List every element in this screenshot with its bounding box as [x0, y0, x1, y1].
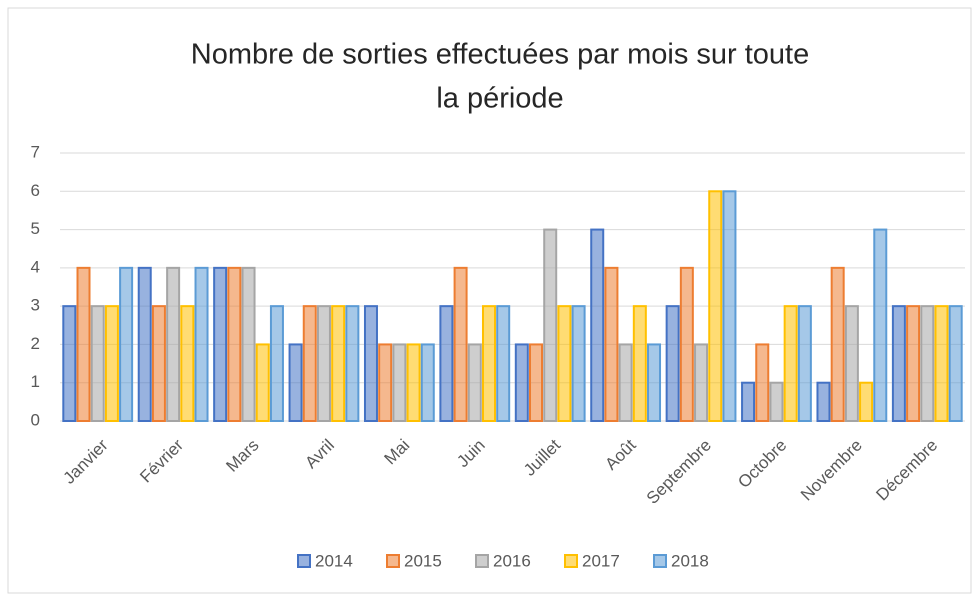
bar — [618, 343, 633, 422]
bar — [316, 305, 331, 422]
bar — [873, 228, 888, 422]
y-tick-label: 4 — [31, 257, 40, 276]
chart-title: la période — [436, 83, 563, 115]
bar — [104, 305, 119, 422]
bar — [543, 228, 558, 422]
bar — [844, 305, 859, 422]
bar — [769, 381, 784, 423]
bar — [453, 266, 468, 422]
bar — [481, 305, 496, 422]
bar — [590, 228, 605, 422]
bar — [255, 343, 270, 422]
bar — [213, 266, 228, 422]
y-tick-label: 7 — [31, 142, 40, 161]
bar — [151, 305, 166, 422]
y-tick-label: 0 — [31, 410, 40, 429]
bar — [90, 305, 105, 422]
bar — [722, 190, 737, 422]
legend-swatch — [653, 554, 667, 568]
bar — [302, 305, 317, 422]
bar — [180, 305, 195, 422]
bar — [378, 343, 393, 422]
y-tick-label: 2 — [31, 334, 40, 353]
bar — [119, 266, 134, 422]
bar — [392, 343, 407, 422]
bar — [363, 305, 378, 422]
bar — [604, 266, 619, 422]
bar — [906, 305, 921, 422]
bar — [345, 305, 360, 422]
bar — [859, 381, 874, 423]
y-tick-label: 5 — [31, 219, 40, 238]
bar — [571, 305, 586, 422]
bar — [797, 305, 812, 422]
bar — [227, 266, 242, 422]
bar — [62, 305, 77, 422]
bar — [920, 305, 935, 422]
bar — [708, 190, 723, 422]
bar — [934, 305, 949, 422]
bar — [679, 266, 694, 422]
legend-label: 2015 — [404, 551, 442, 570]
bar — [755, 343, 770, 422]
bar — [467, 343, 482, 422]
bar — [830, 266, 845, 422]
legend-swatch — [297, 554, 311, 568]
y-tick-label: 6 — [31, 181, 40, 200]
chart-title: Nombre de sorties effectuées par mois su… — [191, 39, 809, 71]
y-tick-label: 1 — [31, 372, 40, 391]
bar — [891, 305, 906, 422]
legend-label: 2017 — [582, 551, 620, 570]
bar — [783, 305, 798, 422]
legend-label: 2016 — [493, 551, 531, 570]
bar — [194, 266, 209, 422]
bar — [166, 266, 181, 422]
bar — [241, 266, 256, 422]
bar — [420, 343, 435, 422]
bar — [816, 381, 831, 423]
legend-swatch — [564, 554, 578, 568]
bar — [665, 305, 680, 422]
bar — [331, 305, 346, 422]
legend-label: 2014 — [315, 551, 353, 570]
bar — [529, 343, 544, 422]
bar — [439, 305, 454, 422]
legend-label: 2018 — [671, 551, 709, 570]
legend-swatch — [475, 554, 489, 568]
bar — [288, 343, 303, 422]
y-tick-label: 3 — [31, 296, 40, 315]
bar — [496, 305, 511, 422]
bar — [137, 266, 152, 422]
bar — [557, 305, 572, 422]
bar — [406, 343, 421, 422]
legend-swatch — [386, 554, 400, 568]
bar — [632, 305, 647, 422]
bar — [694, 343, 709, 422]
bar — [741, 381, 756, 423]
bar — [76, 266, 91, 422]
bar — [269, 305, 284, 422]
bar — [514, 343, 529, 422]
bar — [948, 305, 963, 422]
bar — [647, 343, 662, 422]
